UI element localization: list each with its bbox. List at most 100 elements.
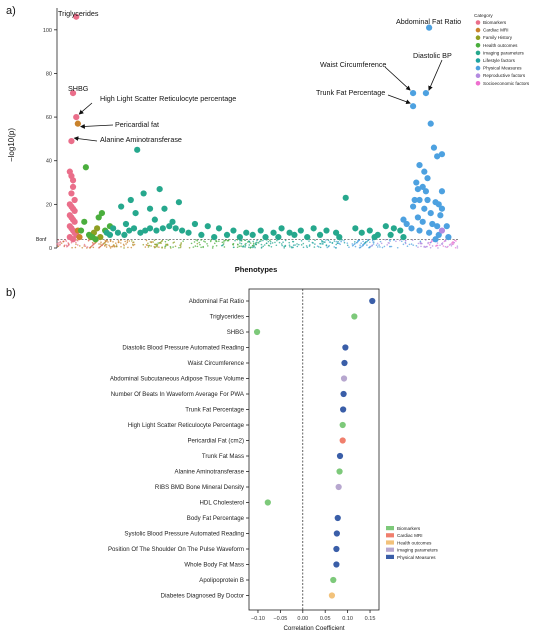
point-physical-measures (438, 205, 446, 212)
noise-point (326, 246, 329, 249)
noise-point (376, 246, 379, 248)
noise-point (328, 241, 331, 243)
point-imaging-parameters (121, 231, 128, 239)
noise-point (104, 244, 106, 247)
noise-point (57, 245, 60, 247)
point-physical-measures (419, 183, 426, 191)
noise-point (378, 244, 380, 246)
noise-point (325, 239, 327, 241)
noise-point (227, 239, 230, 242)
point-imaging-parameters (198, 231, 205, 239)
noise-point (420, 242, 423, 245)
noise-point (354, 241, 356, 243)
point-imaging-parameters (161, 205, 168, 212)
noise-point (356, 241, 358, 244)
row-label: Alanine Aminotransferase (175, 469, 245, 476)
annotation-arrow (384, 66, 411, 91)
legend-label: Biomarkers (483, 20, 507, 25)
noise-point (145, 239, 148, 242)
x-tick-label: 0.15 (365, 616, 376, 622)
point-imaging-parameters (243, 229, 250, 236)
noise-point (164, 247, 166, 249)
noise-point (112, 245, 114, 248)
noise-point (319, 242, 322, 245)
noise-point (180, 242, 183, 244)
manhattan-plot: −log10(p) Phenotypes Bonf 0 20 40 60 80 100 T… (7, 8, 530, 274)
noise-point (237, 243, 239, 246)
point-imaging-parameters (387, 231, 394, 239)
noise-point (306, 246, 309, 249)
noise-point (456, 245, 459, 247)
noise-point (362, 243, 365, 245)
noise-point (257, 242, 260, 244)
noise-point (179, 246, 182, 249)
noise-point (424, 239, 427, 241)
legend-swatch (386, 533, 394, 538)
noise-point (379, 246, 381, 248)
threshold-label: Bonf (36, 237, 47, 243)
noise-point (67, 244, 70, 246)
noise-point (288, 241, 291, 244)
legend-title: Category (474, 13, 493, 18)
noise-point (164, 240, 167, 243)
noise-point (107, 241, 109, 243)
x-tick-label: 0.05 (320, 616, 331, 622)
noise-point (348, 246, 350, 248)
legend-swatch (386, 554, 394, 559)
point-biomarkers (73, 113, 80, 121)
noise-point (196, 242, 199, 245)
point-physical-measures (422, 188, 430, 195)
point-physical-measures (426, 229, 433, 236)
noise-point (212, 245, 214, 248)
point-imaging-parameters (103, 229, 110, 236)
noise-point (436, 242, 439, 244)
annotation-label: Alanine Aminotransferase (100, 135, 182, 144)
noise-point (411, 239, 414, 241)
annotation-label: Pericardial fat (115, 120, 159, 129)
noise-point (371, 244, 374, 246)
noise-point (314, 239, 316, 242)
noise-point (115, 244, 118, 246)
noise-point (346, 244, 349, 247)
noise-point (283, 247, 286, 249)
point-physical-measures (411, 196, 418, 204)
point-physical-measures (422, 89, 430, 97)
noise-point (147, 244, 150, 247)
noise-point (322, 243, 324, 245)
noise-point (256, 239, 258, 242)
point-physical-measures (414, 185, 421, 193)
point-imaging-parameters (169, 218, 176, 225)
point-physical-measures (429, 220, 436, 228)
point-imaging-parameters (371, 233, 378, 241)
noise-point (209, 240, 212, 243)
noise-point (218, 240, 220, 242)
point-physical-measures (427, 209, 434, 217)
point-imaging-parameters (304, 233, 311, 241)
point-imaging-parameters (257, 227, 264, 234)
legend-label: Health outcomes (483, 43, 518, 48)
noise-point (435, 244, 438, 247)
legend-label: Physical Measures (397, 555, 436, 560)
noise-point (109, 245, 111, 248)
noise-point (200, 246, 202, 249)
noise-point (193, 241, 196, 243)
noise-point (161, 239, 164, 242)
noise-point (283, 245, 285, 248)
correlation-point (253, 328, 261, 336)
noise-point (417, 246, 419, 248)
point-imaging-parameters (358, 229, 365, 236)
noise-point (211, 247, 214, 249)
legend-swatch (475, 81, 481, 86)
noise-point (153, 239, 156, 241)
noise-point (296, 245, 299, 248)
noise-point (297, 243, 300, 246)
point-biomarkers (71, 207, 78, 215)
noise-point (380, 242, 383, 245)
noise-point (98, 243, 100, 245)
point-physical-measures (445, 233, 452, 241)
point-imaging-parameters (397, 227, 404, 234)
point-imaging-parameters (118, 203, 125, 210)
y-tick-label: 80 (46, 71, 52, 77)
noise-point (64, 244, 66, 246)
noise-point (289, 245, 291, 248)
